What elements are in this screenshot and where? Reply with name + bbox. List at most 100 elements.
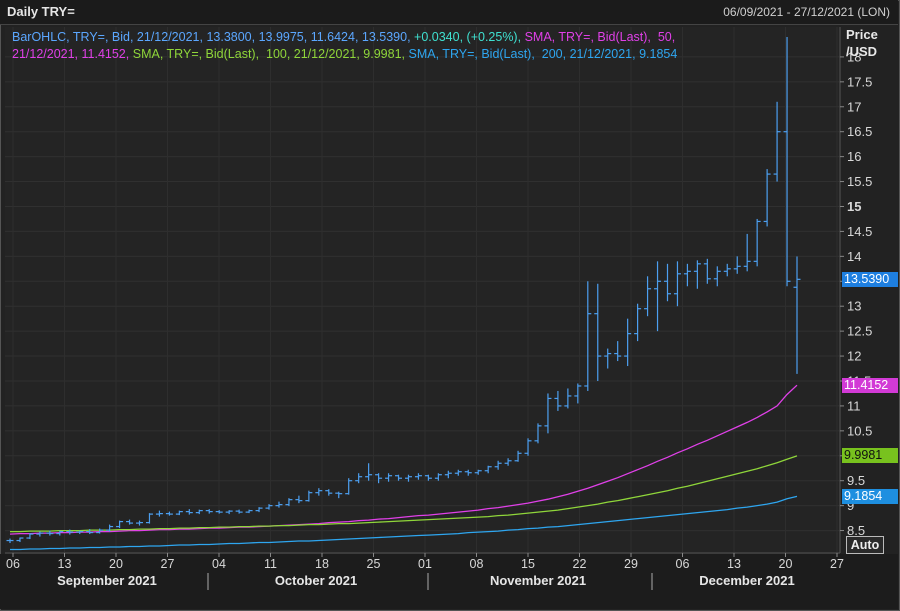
ohlc-bar xyxy=(673,261,681,307)
x-month-label: October 2021 xyxy=(275,573,357,588)
x-tick-label: 13 xyxy=(727,557,741,571)
ohlc-bar xyxy=(574,383,582,404)
chart-legend: BarOHLC, TRY=, Bid, 21/12/2021, 13.3800,… xyxy=(12,29,792,63)
ohlc-bar xyxy=(663,263,671,302)
x-tick-label: 15 xyxy=(521,557,535,571)
x-month-label: September 2021 xyxy=(57,573,157,588)
x-tick-label: 11 xyxy=(264,557,277,571)
value-tag: 9.1854 xyxy=(842,488,898,504)
y-tick-label: 16 xyxy=(847,149,861,164)
legend-sma50: SMA, TRY=, Bid(Last), 50, xyxy=(524,30,676,44)
y-tick-label: 10.5 xyxy=(847,423,872,438)
ohlc-bar xyxy=(255,507,263,513)
series-line-sma-200 xyxy=(10,495,798,551)
x-tick-label: 13 xyxy=(58,557,72,571)
ohlc-bar xyxy=(205,509,213,514)
ohlc-bar xyxy=(514,450,522,462)
ohlc-bar xyxy=(693,260,701,289)
ohlc-bar xyxy=(723,263,731,277)
ohlc-bar xyxy=(76,530,84,535)
value-tag: 13.5390 xyxy=(842,271,898,287)
ohlc-bar xyxy=(783,36,791,287)
ohlc-bar xyxy=(624,318,632,367)
ohlc-bar xyxy=(763,169,771,227)
ohlc-bar xyxy=(56,530,64,536)
x-tick-label: 20 xyxy=(109,557,123,571)
y-tick-label: 12 xyxy=(847,349,861,364)
y-tick-label: 9 xyxy=(847,498,854,513)
ohlc-bar xyxy=(126,519,134,525)
ohlc-bar xyxy=(584,281,592,391)
y-tick-label: 17 xyxy=(847,99,861,114)
y-tick-label: 16.5 xyxy=(847,124,872,139)
ohlc-bar xyxy=(524,438,532,456)
legend-ohlc-change: +0.0340, (+0.25%), xyxy=(414,30,522,44)
ohlc-bar xyxy=(773,101,781,182)
x-month-label: November 2021 xyxy=(490,573,586,588)
x-tick-label: 20 xyxy=(779,557,793,571)
chart-title: Daily TRY= xyxy=(7,4,75,19)
x-tick-label: 04 xyxy=(212,557,226,571)
ohlc-bar xyxy=(225,510,233,515)
ohlc-bar xyxy=(36,531,44,537)
ohlc-bar xyxy=(285,498,293,507)
y-tick-label: 14 xyxy=(847,249,861,264)
ohlc-bar xyxy=(474,469,482,475)
ohlc-bar xyxy=(375,473,383,484)
legend-ohlc: BarOHLC, TRY=, Bid, 21/12/2021, 13.3800,… xyxy=(12,30,411,44)
ohlc-bar xyxy=(335,491,343,499)
value-tag: 11.4152 xyxy=(842,377,898,393)
y-tick-label: 15 xyxy=(847,199,861,214)
y-tick-label: 12.5 xyxy=(847,324,872,339)
ohlc-bar xyxy=(26,533,34,540)
ohlc-bar xyxy=(494,460,502,470)
ohlc-bar xyxy=(404,474,412,482)
ohlc-bar xyxy=(136,520,144,526)
ohlc-bar xyxy=(245,509,253,514)
x-tick-label: 06 xyxy=(676,557,690,571)
ohlc-bar xyxy=(106,524,114,532)
y-tick-label: 8.5 xyxy=(847,523,865,538)
ohlc-bar xyxy=(753,218,761,267)
ohlc-bar xyxy=(165,511,173,516)
date-range: 06/09/2021 - 27/12/2021 (LON) xyxy=(723,5,890,19)
ohlc-bar xyxy=(325,489,333,496)
y-tick-label: 9.5 xyxy=(847,473,865,488)
price-axis-title-line1: Price xyxy=(846,27,878,42)
x-tick-label: 25 xyxy=(367,557,381,571)
title-bar: Daily TRY= 06/09/2021 - 27/12/2021 (LON) xyxy=(0,0,898,25)
ohlc-bar xyxy=(305,490,313,502)
ohlc-bar xyxy=(464,469,472,476)
ohlc-bar xyxy=(424,474,432,481)
x-tick-label: 27 xyxy=(161,557,175,571)
ohlc-bar xyxy=(444,470,452,479)
plot-area xyxy=(5,27,840,553)
y-tick-label: 17.5 xyxy=(847,74,872,89)
ohlc-bar xyxy=(265,504,273,510)
ohlc-bar xyxy=(315,488,323,496)
price-axis-title-line2: /USD xyxy=(846,44,878,59)
ohlc-bar xyxy=(395,474,403,481)
auto-scale-button[interactable]: Auto xyxy=(846,536,884,554)
ohlc-bar xyxy=(604,348,612,369)
ohlc-bar xyxy=(6,538,14,544)
ohlc-bar xyxy=(345,478,353,495)
ohlc-bar xyxy=(504,458,512,466)
price-axis-title: Price /USD xyxy=(846,26,878,60)
ohlc-bar xyxy=(614,341,622,362)
ohlc-bar xyxy=(534,423,542,444)
ohlc-bar xyxy=(175,510,183,516)
ohlc-bar xyxy=(155,510,163,517)
ohlc-bar xyxy=(703,258,711,284)
ohlc-bar xyxy=(564,388,572,409)
ohlc-bar xyxy=(484,465,492,474)
ohlc-bar xyxy=(116,520,124,529)
ohlc-bar xyxy=(594,283,602,381)
ohlc-bar xyxy=(385,473,393,482)
ohlc-bar xyxy=(554,390,562,411)
x-tick-label: 18 xyxy=(315,557,329,571)
x-tick-label: 01 xyxy=(418,557,432,571)
ohlc-bar xyxy=(145,513,153,524)
series-line-sma-50 xyxy=(9,384,798,535)
y-tick-label: 13 xyxy=(847,299,861,314)
